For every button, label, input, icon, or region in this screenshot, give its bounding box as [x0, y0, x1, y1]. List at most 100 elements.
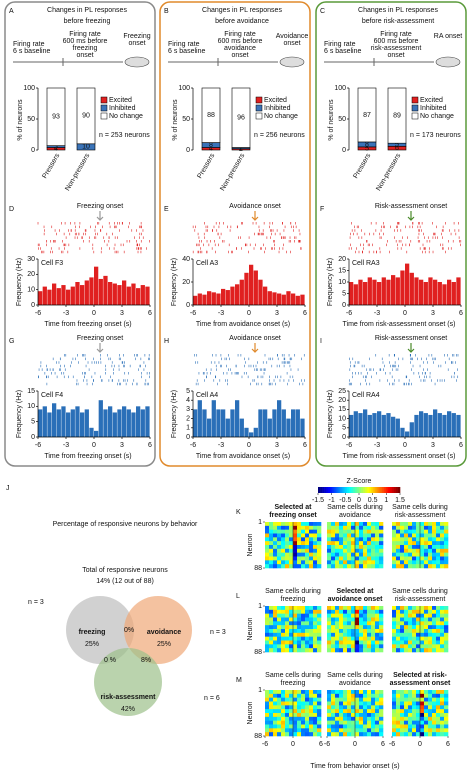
heatmap-cell	[363, 701, 368, 706]
heatmap-cell	[327, 709, 332, 714]
heatmap-cell	[309, 522, 314, 527]
heatmap-cell	[301, 636, 306, 641]
heatmap-cell	[265, 648, 270, 653]
histogram-bar	[66, 289, 71, 305]
heatmap-cell	[293, 632, 298, 637]
heatmap-cell	[335, 564, 340, 569]
heatmap-cell	[355, 525, 360, 530]
histogram-bar	[386, 279, 391, 305]
heatmap-cell	[293, 621, 298, 626]
heatmap-cell	[265, 709, 270, 714]
heatmap-cell	[285, 713, 290, 718]
heatmap-cell	[265, 541, 270, 546]
timeline-label: 600 ms before	[218, 38, 263, 45]
x-tick-label: -3	[218, 442, 224, 449]
heatmap-cell	[404, 613, 409, 618]
y-tick-label: 88	[254, 565, 262, 572]
heatmap-cell	[375, 541, 380, 546]
heatmap-cell	[309, 606, 314, 611]
heatmap-cell	[408, 545, 413, 550]
heatmap-cell	[347, 525, 352, 530]
colorbar-cell	[324, 487, 327, 493]
heatmap-cell	[293, 720, 298, 725]
histogram-bar	[193, 295, 198, 305]
heatmap-cell	[297, 697, 302, 702]
heatmap-cell	[339, 529, 344, 534]
heatmap-cell	[420, 709, 425, 714]
y-tick-label: 5	[342, 290, 346, 297]
heatmap-cell	[305, 548, 310, 553]
heatmap-cell	[375, 629, 380, 634]
heatmap-cell	[440, 713, 445, 718]
heatmap-cell	[428, 732, 433, 737]
heatmap-cell	[343, 545, 348, 550]
heatmap-cell	[392, 617, 397, 622]
bar-value-label: 89	[393, 112, 401, 119]
venn-total: Total of responsive neurons	[82, 567, 168, 574]
x-tick-label: 6	[459, 310, 463, 317]
heatmap-cell	[420, 541, 425, 546]
heatmap-cell	[420, 548, 425, 553]
heatmap-cell	[416, 525, 421, 530]
heatmap-cell	[343, 632, 348, 637]
heatmap-cell	[351, 621, 356, 626]
heatmap-cell	[305, 609, 310, 614]
heatmap-cell	[363, 716, 368, 721]
heatmap-cell	[269, 556, 274, 561]
heatmap-cell	[301, 609, 306, 614]
heatmap-title: Same cells during	[265, 588, 321, 595]
heatmap-cell	[335, 629, 340, 634]
heatmap-cell	[404, 617, 409, 622]
heatmap-cell	[420, 713, 425, 718]
heatmap-cell	[297, 705, 302, 710]
heatmap-cell	[309, 732, 314, 737]
heatmap-cell	[289, 609, 294, 614]
heatmap-cell	[347, 640, 352, 645]
heatmap-cell	[363, 713, 368, 718]
heatmap-cell	[347, 716, 352, 721]
heatmap-cell	[367, 701, 372, 706]
heatmap-cell	[396, 716, 401, 721]
heatmap-cell	[269, 690, 274, 695]
heatmap-cell	[277, 564, 282, 569]
y-tick-label: 0	[342, 302, 346, 309]
heatmap-cell	[335, 713, 340, 718]
heatmap-cell	[440, 545, 445, 550]
histogram-bar	[122, 406, 127, 437]
heatmap-cell	[277, 697, 282, 702]
heatmap-cell	[371, 629, 376, 634]
histogram-bar	[221, 409, 226, 437]
histogram-bar	[216, 293, 221, 305]
heatmap-cell	[347, 560, 352, 565]
heatmap-cell	[400, 636, 405, 641]
heatmap-cell	[317, 556, 322, 561]
heatmap-cell	[408, 720, 413, 725]
heatmap-cell	[269, 522, 274, 527]
heatmap-cell	[400, 609, 405, 614]
heatmap-cell	[416, 709, 421, 714]
bar-value-label: 4	[209, 146, 213, 153]
heatmap-cell	[359, 609, 364, 614]
heatmap-cell	[404, 701, 409, 706]
heatmap-cell	[285, 621, 290, 626]
histogram-bar	[75, 282, 80, 305]
heatmap-cell	[375, 533, 380, 538]
heatmap-cell	[335, 724, 340, 729]
heatmap-cell	[408, 609, 413, 614]
colorbar-cell	[391, 487, 395, 493]
heatmap-cell	[396, 525, 401, 530]
heatmap-cell	[317, 609, 322, 614]
heatmap-cell	[436, 709, 441, 714]
legend-swatch	[100, 112, 108, 120]
heatmap-cell	[309, 533, 314, 538]
panel-letter: B	[164, 8, 169, 15]
heatmap-cell	[367, 648, 372, 653]
heatmap-cell	[371, 560, 376, 565]
heatmap-cell	[273, 564, 278, 569]
heatmap-cell	[420, 552, 425, 557]
event-arrow	[407, 343, 415, 353]
heatmap-cell	[339, 644, 344, 649]
heatmap-cell	[347, 728, 352, 733]
legend-label: Inhibited	[264, 105, 291, 112]
heatmap-cell	[396, 636, 401, 641]
